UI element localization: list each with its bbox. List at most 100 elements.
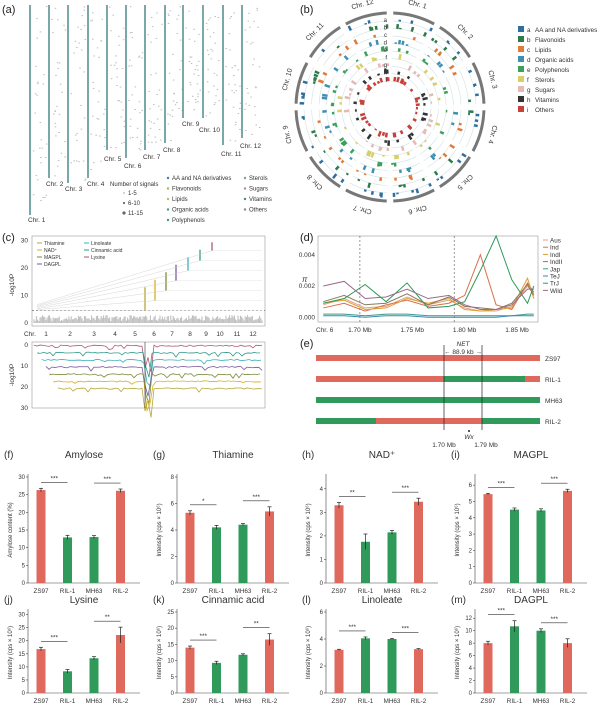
track-signal	[422, 112, 428, 116]
legend-label: Sugars	[535, 87, 555, 94]
legend-label: Cinnamic acid	[91, 248, 123, 254]
y-tick-label: 0	[22, 581, 26, 587]
track-signal	[398, 53, 402, 60]
signal-dot	[256, 7, 258, 9]
track-signal	[379, 77, 384, 83]
series-line-aus	[323, 285, 535, 312]
signal-dot	[116, 84, 118, 86]
x-tick-label: RIL-2	[262, 588, 278, 595]
chart-title: Linoleate	[362, 595, 403, 606]
signal-dot	[149, 127, 152, 129]
chromosome-label: Chr. 5	[456, 173, 474, 191]
track-signal	[359, 112, 366, 117]
bar-ril-1	[510, 509, 519, 583]
signal-dot	[193, 28, 195, 30]
track-baseline	[391, 58, 413, 65]
chromosome-label: Chr. 6	[407, 203, 427, 215]
x-tick-label: RIL-2	[411, 698, 427, 705]
track-baseline	[452, 73, 462, 105]
signal-dot	[258, 126, 261, 128]
track-baseline	[465, 66, 477, 105]
track-signal	[407, 124, 413, 130]
signal-dot	[34, 112, 36, 114]
signal-dot	[160, 109, 163, 111]
bar-zs97	[185, 512, 195, 583]
signal-dot	[113, 64, 116, 66]
guide-line	[36, 280, 177, 308]
track-signal	[433, 48, 439, 53]
signal-dot	[76, 132, 78, 134]
signal-dot	[134, 86, 137, 88]
track-baseline	[419, 108, 424, 123]
bar-mh63	[536, 630, 546, 693]
bar-ril-1	[212, 527, 221, 583]
signal-dot	[140, 143, 142, 145]
track-signal	[343, 55, 349, 61]
track-signal	[360, 116, 367, 121]
track-baseline	[439, 108, 447, 134]
signal-dot	[92, 162, 95, 164]
track-baseline	[348, 87, 355, 106]
track-signal	[426, 123, 432, 128]
signal-dot	[103, 113, 105, 115]
x-tick-label: MH63	[384, 588, 401, 595]
x-tick-label: MH63	[384, 698, 401, 705]
track-signal	[345, 172, 349, 176]
y-tick-label: 8	[171, 475, 175, 481]
signal-dot	[55, 135, 57, 137]
track-baseline	[391, 50, 417, 58]
signal-dot	[147, 141, 150, 143]
track-baseline	[323, 40, 349, 66]
signal-dot	[176, 102, 178, 104]
track-letter: a	[384, 18, 388, 24]
track-baseline	[423, 140, 445, 162]
track-baseline	[316, 33, 345, 62]
signal-size-marker	[123, 192, 125, 194]
track-baseline	[363, 94, 368, 107]
track-signal	[413, 70, 417, 75]
signal-dot	[78, 161, 80, 163]
track-signal	[370, 152, 375, 158]
signal-dot	[75, 134, 77, 136]
signal-dot	[76, 139, 78, 141]
category-label: Sugars	[249, 187, 268, 193]
signal-dot	[45, 194, 48, 196]
signal-dot	[237, 112, 240, 114]
signal-dot	[244, 108, 246, 110]
track-signal	[365, 150, 371, 157]
signal-dot	[209, 36, 212, 38]
signal-dot	[173, 93, 175, 95]
x-tick-label: RIL-1	[358, 698, 374, 705]
track-signal	[423, 128, 428, 133]
chromosome-label: Chr. 7	[353, 203, 373, 215]
category-marker	[243, 197, 247, 201]
legend-label: Lysine	[91, 255, 105, 261]
signal-dot	[131, 31, 133, 33]
signal-dot	[254, 86, 257, 88]
signal-dot	[206, 49, 209, 51]
signal-dot	[138, 55, 141, 57]
signal-dot	[250, 96, 252, 98]
signal-dot	[75, 160, 78, 162]
y-tick-label: 15	[167, 642, 174, 648]
signal-dot	[179, 69, 181, 71]
signal-dot	[151, 26, 154, 28]
chromosome-label: Chr. 2	[456, 23, 474, 41]
track-signal	[412, 117, 417, 122]
signal-dot	[55, 74, 57, 76]
track-baseline	[329, 46, 353, 70]
signal-dot	[128, 99, 130, 101]
track-signal	[420, 117, 425, 122]
signal-dot	[158, 105, 160, 107]
legend-label: Vitamins	[535, 97, 559, 104]
bar-zs97	[483, 643, 493, 693]
signal-dot	[121, 142, 123, 144]
signal-dot	[168, 14, 170, 16]
signal-dot	[172, 100, 175, 102]
legend-label: AA and NA derivatives	[535, 27, 597, 34]
signal-dot	[247, 92, 249, 94]
significance-label: **	[254, 621, 260, 628]
significance-label: ***	[550, 616, 558, 623]
panel-i-bar-chart: (i) MAGPL 0 1 2 3 4 5 6 Intensity (cps × 10⁶) ZS97…	[451, 450, 587, 595]
